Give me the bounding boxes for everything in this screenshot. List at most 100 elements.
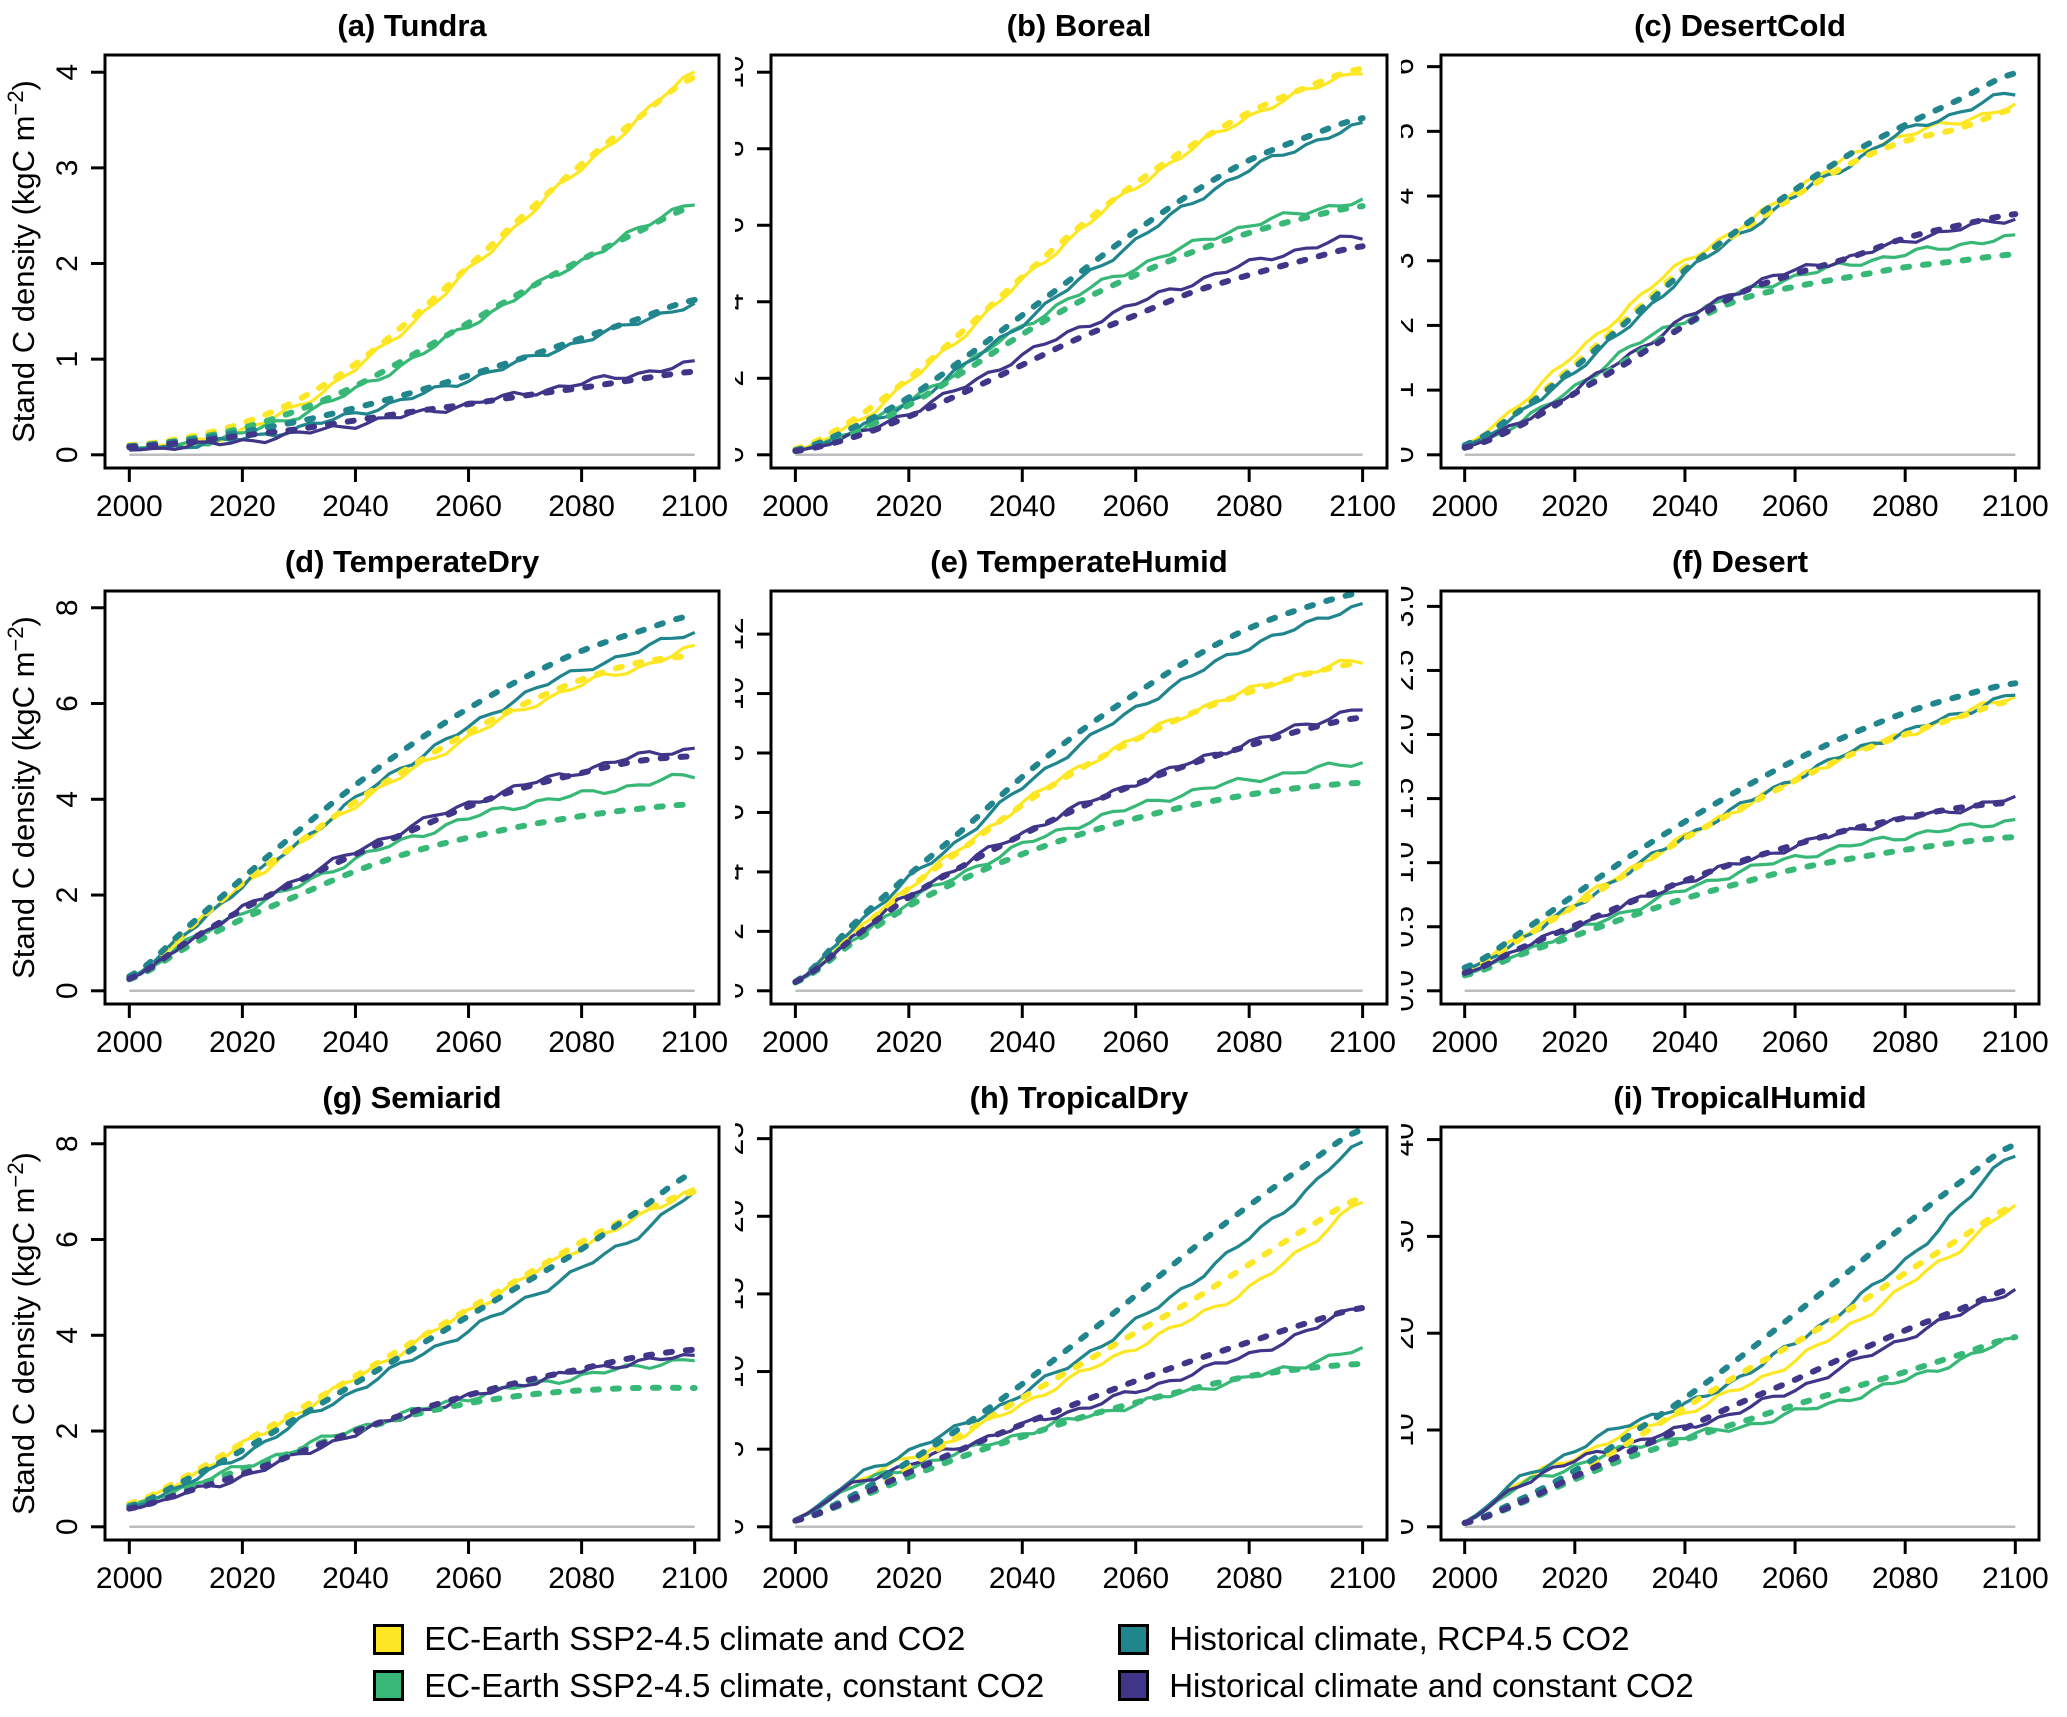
line-ssp245_climate_constant_co2-dotted [126, 801, 698, 983]
x-tick-label: 2060 [1762, 1562, 1829, 1595]
line-ssp245_climate_co2-solid [794, 72, 1363, 453]
legend-column-left: EC-Earth SSP2-4.5 climate and CO2 EC-Ear… [373, 1620, 1044, 1704]
panel-title: (f) Desert [1672, 544, 1808, 579]
chart-svg: 0 2 4 6 8 2000 2020 2040 2060 2080 2100 (g) Semiari… [3, 1080, 728, 1595]
y-tick-label: 2.0 [1401, 714, 1420, 756]
x-tick-label: 2100 [661, 1562, 728, 1595]
series-lines [1461, 1141, 2019, 1526]
x-tick-label: 2020 [875, 1562, 942, 1595]
panel-title: (b) Boreal [1007, 8, 1152, 43]
y-axis: 0 10 20 30 40 [1401, 1123, 1441, 1535]
y-tick-label: 20 [1401, 1317, 1420, 1350]
plot-box [103, 589, 721, 1006]
y-axis: 0 5 10 15 20 25 [735, 1122, 771, 1535]
y-tick-label: 4 [735, 293, 750, 310]
line-hist_climate_rcp45_co2-dotted [792, 591, 1366, 985]
y-tick-label: 0 [735, 982, 750, 999]
x-tick-label: 2040 [1652, 1026, 1719, 1059]
series-lines [1461, 70, 2019, 451]
panel-title: (a) Tundra [337, 8, 487, 43]
y-tick-label: 8 [735, 745, 750, 762]
plot-box [769, 1125, 1389, 1542]
line-hist_climate_rcp45_co2-solid [794, 1140, 1364, 1521]
x-tick-label: 2020 [875, 490, 942, 523]
legend-swatch-yellow [373, 1623, 405, 1655]
plot-box [769, 589, 1389, 1006]
series-lines [126, 611, 698, 983]
chart-svg: 0.0 0.5 1.0 1.5 2.0 2.5 3.0 2000 2020 2040 2060 208… [1401, 544, 2049, 1059]
y-tick-label: 15 [735, 1277, 750, 1310]
y-tick-label: 2 [51, 255, 84, 272]
x-tick-label: 2040 [1652, 490, 1719, 523]
x-tick-label: 2100 [1329, 490, 1396, 523]
y-tick-label: 4 [51, 1327, 84, 1344]
y-tick-label: 1.5 [1401, 778, 1420, 820]
series-lines [126, 70, 698, 452]
y-tick-label: 6 [51, 1231, 84, 1248]
line-ssp245_climate_co2-solid [794, 658, 1363, 984]
x-tick-label: 2060 [1762, 490, 1829, 523]
x-tick-label: 2000 [762, 490, 829, 523]
y-tick-label: 3 [51, 160, 84, 177]
panel-title: (i) TropicalHumid [1613, 1080, 1866, 1115]
line-hist_climate_rcp45_co2-dotted [1461, 1141, 2019, 1526]
line-hist_climate_rcp45_co2-dotted [1461, 70, 2019, 449]
legend-swatch-green [373, 1670, 405, 1702]
line-hist_climate_rcp45_co2-dotted [792, 1127, 1366, 1524]
x-tick-label: 2040 [989, 1026, 1056, 1059]
line-hist_climate_constant_co2-solid [1463, 1287, 2017, 1524]
line-ssp245_climate_constant_co2-solid [795, 197, 1364, 453]
y-tick-label: 4 [51, 791, 84, 808]
line-hist_climate_constant_co2-solid [795, 234, 1363, 453]
x-tick-label: 2000 [96, 490, 163, 523]
y-axis: 0.0 0.5 1.0 1.5 2.0 2.5 3.0 [1401, 586, 1441, 1012]
x-tick-label: 2080 [1872, 1562, 1939, 1595]
line-hist_climate_rcp45_co2-dotted [792, 115, 1366, 454]
y-tick-label: 0 [51, 1518, 84, 1535]
line-hist_climate_rcp45_co2-solid [794, 601, 1364, 984]
line-hist_climate_rcp45_co2-dotted [126, 296, 698, 450]
y-tick-label: 6 [1401, 58, 1420, 75]
x-tick-label: 2040 [322, 1026, 389, 1059]
panel-e-temperatehumid: 0 2 4 6 8 10 12 2000 2020 2040 2060 2080 2100 (e) Tem… [735, 536, 1401, 1072]
y-axis: 0 1 2 3 4 [51, 64, 105, 463]
x-tick-label: 2100 [1982, 1562, 2049, 1595]
y-tick-label: 8 [51, 1135, 84, 1152]
x-axis: 2000 2020 2040 2060 2080 2100 [96, 1540, 728, 1595]
line-hist_climate_constant_co2-dotted [126, 753, 698, 982]
y-tick-label: 1 [51, 351, 84, 368]
panel-h-tropicaldry: 0 5 10 15 20 25 2000 2020 2040 2060 2080 2100 (h) Tr… [735, 1072, 1401, 1608]
x-tick-label: 2040 [989, 490, 1056, 523]
panel-title: (e) TemperateHumid [930, 544, 1227, 579]
chart-svg: 0 2 4 6 8 10 12 2000 2020 2040 2060 2080 2100 (e) Tem… [735, 544, 1396, 1059]
y-tick-label: 0 [1401, 1518, 1420, 1535]
x-tick-label: 2080 [1872, 1026, 1939, 1059]
line-hist_climate_constant_co2-dotted [1461, 211, 2019, 451]
y-tick-label: 3.0 [1401, 586, 1420, 628]
plot-box [769, 53, 1389, 470]
line-ssp245_climate_co2-solid [1463, 1203, 2017, 1524]
x-axis: 2000 2020 2040 2060 2080 2100 [96, 468, 728, 523]
y-tick-label: 2 [51, 1423, 84, 1440]
line-ssp245_climate_co2-dotted [792, 1194, 1366, 1524]
y-tick-label: 0.0 [1401, 970, 1420, 1012]
y-tick-label: 12 [735, 617, 750, 650]
x-tick-label: 2020 [1541, 1562, 1608, 1595]
line-ssp245_climate_constant_co2-solid [128, 1358, 695, 1507]
x-tick-label: 2000 [762, 1026, 829, 1059]
legend-swatch-teal [1118, 1623, 1150, 1655]
series-lines [792, 1127, 1366, 1524]
y-tick-label: 10 [735, 1355, 750, 1388]
legend-item-hist-rcp45-co2: Historical climate, RCP4.5 CO2 [1118, 1620, 1694, 1657]
series-lines [1461, 680, 2019, 979]
y-tick-label: 6 [735, 804, 750, 821]
line-ssp245_climate_co2-dotted [792, 65, 1366, 453]
x-tick-label: 2000 [762, 1562, 829, 1595]
x-tick-label: 2060 [1102, 490, 1169, 523]
line-hist_climate_rcp45_co2-solid [1463, 1154, 2016, 1524]
x-tick-label: 2100 [1329, 1026, 1396, 1059]
line-hist_climate_constant_co2-dotted [792, 1304, 1366, 1524]
y-tick-label: 5 [1401, 123, 1420, 140]
panel-b-boreal: 0 2 4 6 8 10 2000 2020 2040 2060 2080 2100 (b) Borea… [735, 0, 1401, 536]
x-axis: 2000 2020 2040 2060 2080 2100 [762, 468, 1396, 523]
